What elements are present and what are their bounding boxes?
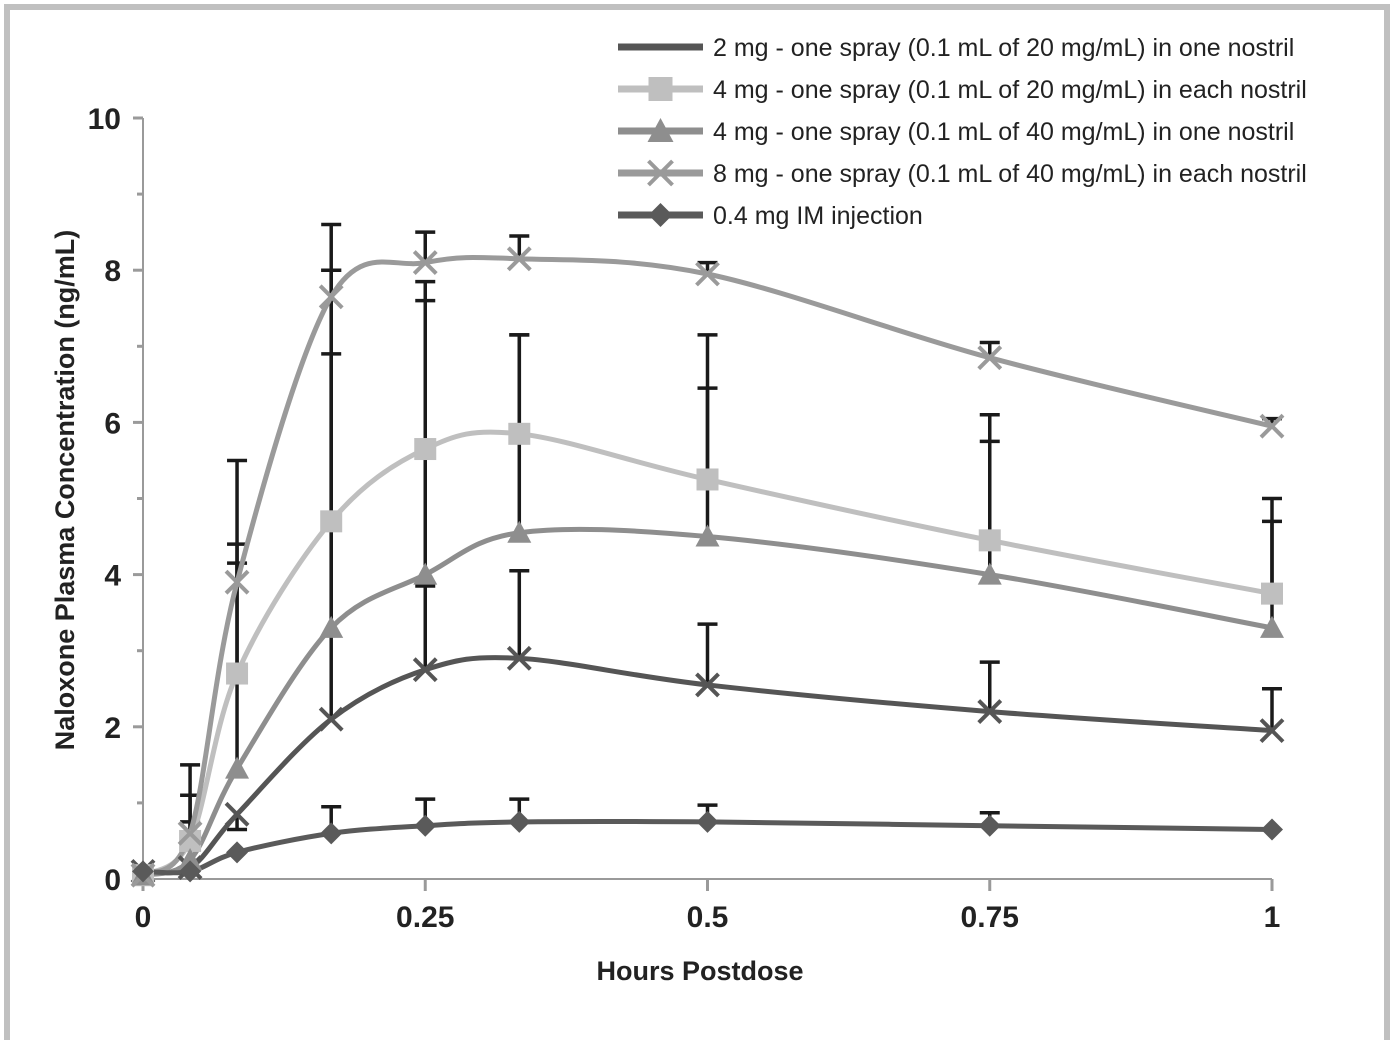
series-0-point [412,657,438,683]
series-1-point [978,529,1001,552]
series-3-point [977,345,1003,371]
series-4-point [978,814,1001,837]
series-4-point [320,822,343,845]
legend-marker [648,77,673,101]
series-3-point [318,284,344,310]
legend-label: 8 mg - one spray (0.1 mL of 40 mg/mL) in… [713,160,1307,188]
series-0-point [695,672,720,698]
series-4-point [132,860,154,883]
y-tick-label: 8 [104,255,121,288]
series-2-point [178,847,203,870]
series-0-point [1259,718,1285,744]
legend-marker [648,203,673,227]
series-4-point [179,860,202,883]
legend-entry: 4 mg - one spray (0.1 mL of 40 mg/mL) in… [618,118,1294,146]
series-2-point [507,520,532,543]
series-line-3 [141,254,1273,878]
legend-entry: 2 mg - one spray (0.1 mL of 20 mg/mL) in… [618,34,1294,62]
series-2-point [225,756,250,779]
x-axis-title: Hours Postdose [596,956,803,986]
series-2-point [977,562,1002,585]
series-1-point [508,422,531,445]
x-tick-label: 0.5 [687,901,729,934]
series-3-point [224,569,250,595]
legend-label: 4 mg - one spray (0.1 mL of 40 mg/mL) in… [713,118,1294,146]
series-0-point [224,801,250,827]
series-3-point [1259,413,1285,439]
series-3-point [412,250,438,276]
series-4-point [1261,818,1283,841]
series-1-point [696,468,719,491]
y-tick-label: 6 [104,407,121,440]
y-tick-label: 4 [104,560,121,593]
series-3-point [177,820,203,846]
series-4-point [414,814,437,837]
x-tick-label: 0.75 [961,901,1019,934]
legend-marker [647,159,674,187]
legend-label: 0.4 mg IM injection [713,202,923,230]
series-1-point [179,829,202,852]
series-2-point [695,524,720,547]
series-4-point [696,810,719,833]
error-bars [180,222,1282,860]
series-0-point [977,699,1003,724]
legend-entry: 0.4 mg IM injection [618,202,923,230]
chart-border [4,4,1390,1045]
series-0-point [506,645,532,671]
legend-label: 4 mg - one spray (0.1 mL of 20 mg/mL) in… [713,76,1307,104]
y-axis-title: Naloxone Plasma Concentration (ng/mL) [50,230,80,751]
series-1-point [320,510,343,533]
x-tick-label: 0.25 [396,901,454,934]
series-2-point [413,562,438,585]
legend-entry: 8 mg - one spray (0.1 mL of 40 mg/mL) in… [618,159,1307,188]
series-2-point [319,615,344,638]
series-2-point [1260,615,1284,638]
legend-marker [647,118,674,142]
series-0-point [318,706,344,732]
x-tick-label: 1 [1264,901,1281,934]
series-1-point [414,438,437,461]
x-ticks: 0 0.25 0.5 0.75 1 [135,879,1281,934]
y-tick-label: 10 [88,103,121,136]
series-3-point [695,261,720,287]
legend-entry: 4 mg - one spray (0.1 mL of 20 mg/mL) in… [618,76,1307,104]
series-1-point [226,662,249,685]
series-line-0 [142,655,1273,876]
series-4-point [226,841,249,864]
y-tick-label: 0 [104,864,121,897]
legend-label: 2 mg - one spray (0.1 mL of 20 mg/mL) in… [713,34,1294,62]
series-4-point [508,810,531,833]
series-markers [130,246,1285,888]
series-1-point [1261,582,1283,605]
y-ticks: 0 2 4 6 8 10 [88,103,143,897]
series-3-point [506,246,532,272]
x-tick-label: 0 [135,901,152,934]
legend: 2 mg - one spray (0.1 mL of 20 mg/mL) in… [618,34,1307,230]
y-tick-label: 2 [104,712,121,745]
